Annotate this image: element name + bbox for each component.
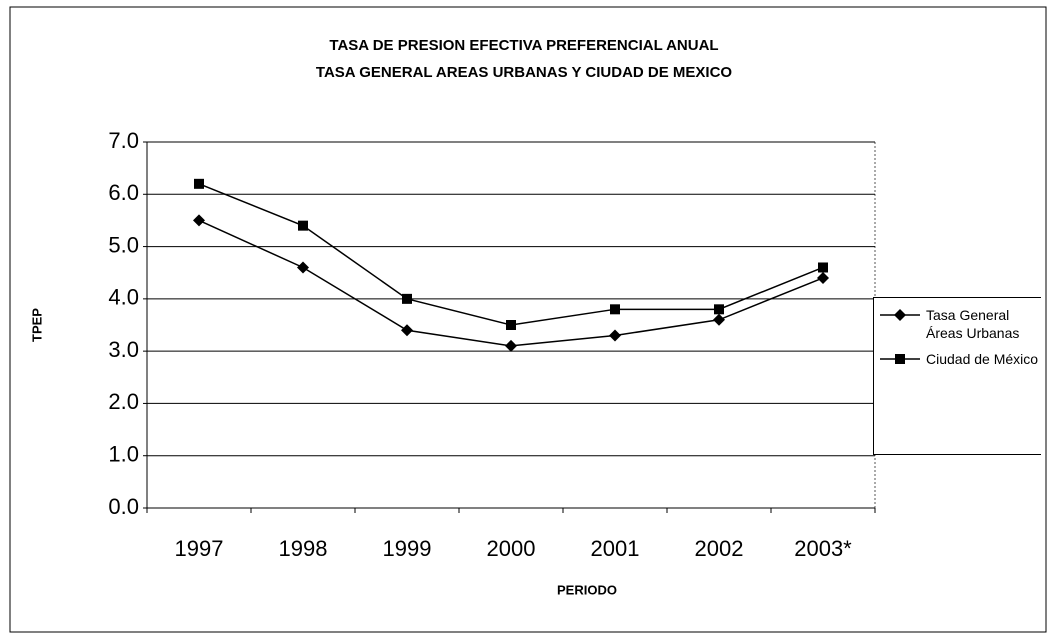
y-tick-label: 3.0 [108, 337, 139, 362]
marker-diamond [713, 313, 725, 326]
y-tick-label: 6.0 [108, 180, 139, 205]
marker-diamond [894, 309, 906, 321]
marker-square [610, 304, 620, 315]
x-tick-label: 1998 [279, 536, 328, 561]
marker-diamond [609, 329, 621, 342]
legend-icon [880, 354, 920, 364]
marker-square [298, 220, 308, 231]
legend-item: Ciudad de México [874, 350, 1041, 368]
x-tick-label: 2002 [695, 536, 744, 561]
marker-diamond [505, 339, 517, 352]
y-tick-label: 4.0 [108, 285, 139, 310]
y-tick-label: 0.0 [108, 494, 139, 519]
x-tick-label: 2001 [591, 536, 640, 561]
marker-diamond [193, 214, 205, 227]
legend-item: Tasa General Áreas Urbanas [874, 306, 1041, 342]
marker-square [818, 262, 828, 273]
chart-border [9, 6, 1047, 633]
x-tick-label: 1997 [175, 536, 224, 561]
chart-subtitle: TASA GENERAL AREAS URBANAS Y CIUDAD DE M… [316, 64, 732, 81]
marker-diamond [297, 261, 309, 274]
legend-label: Tasa General Áreas Urbanas [926, 307, 1020, 341]
marker-diamond [401, 324, 413, 337]
y-tick-label: 2.0 [108, 389, 139, 414]
legend-label: Ciudad de México [926, 351, 1039, 367]
x-tick-label: 2003* [794, 536, 852, 561]
marker-square [506, 320, 516, 330]
series-line [198, 183, 824, 326]
marker-square [402, 293, 412, 304]
x-tick-label: 2000 [487, 536, 536, 561]
y-tick-label: 1.0 [108, 442, 139, 467]
y-tick-label: 5.0 [108, 232, 139, 257]
chart-title: TASA DE PRESION EFECTIVA PREFERENCIAL AN… [329, 37, 718, 54]
x-tick-label: 1999 [383, 536, 432, 561]
legend-icon [880, 309, 920, 321]
y-tick-label: 7.0 [108, 128, 139, 153]
marker-square [895, 354, 905, 364]
marker-square [714, 304, 724, 315]
marker-diamond [817, 271, 829, 284]
y-axis-title: TPEP [29, 308, 44, 342]
x-axis-title: PERIODO [557, 582, 617, 597]
legend: Tasa General Áreas Urbanas Ciudad de Méxi… [873, 297, 1041, 455]
marker-square [194, 178, 204, 189]
